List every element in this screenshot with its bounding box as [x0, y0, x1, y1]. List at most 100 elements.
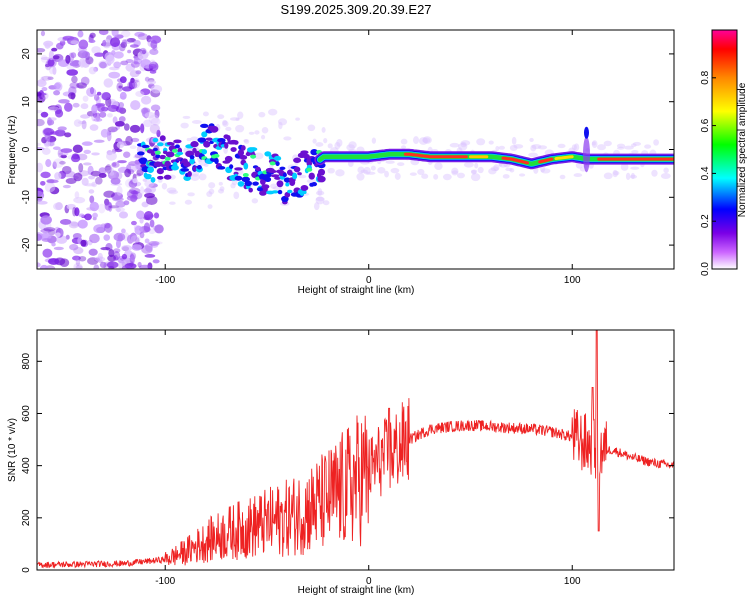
noise-blob: [47, 117, 52, 126]
y-tick-label: 10: [21, 96, 32, 108]
noise-blob: [298, 174, 307, 179]
noise-blob: [113, 61, 122, 69]
noise-blob: [613, 170, 620, 176]
ridge-warm-segment: [554, 155, 574, 161]
noise-blob: [80, 239, 87, 247]
noise-blob: [126, 234, 134, 244]
ridge-blob: [189, 155, 195, 160]
noise-blob: [136, 169, 144, 176]
noise-blob: [540, 165, 546, 173]
noise-blob: [66, 69, 78, 76]
noise-blob: [64, 102, 73, 112]
noise-blob: [258, 111, 266, 118]
noise-blob: [73, 262, 83, 269]
ridge-blob: [264, 176, 272, 182]
noise-blob: [260, 134, 266, 140]
ridge-blob: [284, 191, 291, 198]
figure-title: S199.2025.309.20.39.E27: [280, 2, 431, 17]
noise-blob: [104, 201, 112, 211]
noise-blob: [166, 187, 177, 194]
noise-blob: [64, 132, 72, 138]
noise-blob: [71, 75, 78, 83]
noise-blob: [73, 172, 83, 182]
noise-blob: [312, 138, 317, 144]
noise-blob: [149, 123, 160, 134]
noise-blob: [37, 118, 45, 127]
noise-blob: [261, 127, 269, 134]
noise-blob: [100, 246, 111, 251]
noise-blob: [46, 57, 57, 68]
noise-blob: [198, 173, 207, 181]
noise-blob: [82, 95, 89, 102]
noise-blob: [334, 141, 341, 150]
noise-blob: [144, 238, 150, 244]
ridge-blob: [241, 145, 246, 151]
noise-blob: [597, 144, 607, 151]
noise-blob: [498, 145, 505, 150]
noise-blob: [54, 172, 62, 180]
noise-blob: [571, 144, 577, 151]
noise-blob: [219, 186, 225, 192]
colorbar-tick-label: 0.6: [700, 118, 711, 132]
ridge-blob: [252, 181, 259, 186]
noise-blob: [41, 147, 51, 155]
noise-blob: [315, 142, 324, 147]
noise-blob: [60, 154, 67, 159]
noise-blob: [129, 44, 139, 48]
noise-blob: [78, 39, 89, 50]
noise-blob: [37, 146, 45, 151]
noise-blob: [150, 104, 161, 112]
noise-blob: [80, 103, 89, 110]
noise-blob: [384, 170, 389, 178]
ridge-blob: [275, 161, 280, 167]
noise-blob: [125, 63, 136, 72]
ridge-blob: [292, 172, 298, 180]
noise-blob: [70, 52, 77, 59]
ridge-blob: [243, 162, 249, 170]
noise-blob: [85, 56, 94, 65]
noise-blob: [52, 146, 61, 151]
noise-blob: [40, 171, 51, 179]
x-tick-label: 100: [564, 576, 581, 587]
noise-blob: [113, 51, 124, 59]
noise-blob: [63, 170, 76, 178]
noise-blob: [72, 144, 83, 154]
noise-blob: [356, 172, 365, 181]
colorbar-gradient: [711, 29, 738, 270]
noise-blob: [58, 99, 70, 104]
noise-blob: [218, 181, 223, 186]
ridge-blob: [248, 187, 253, 193]
snr-panel: -100 0 100 0 200 400 600 800 Height of straigh…: [7, 329, 675, 596]
snr-x-ticks: -100 0 100: [155, 330, 581, 587]
ridge-blob: [276, 180, 284, 188]
ridge-blob: [176, 151, 184, 156]
noise-blob: [37, 47, 46, 53]
noise-blob: [88, 248, 98, 256]
noise-blob: [123, 200, 130, 206]
ridge-blob: [190, 141, 199, 148]
noise-blob: [94, 52, 105, 57]
noise-blob: [55, 232, 61, 238]
noise-blob: [93, 139, 105, 143]
noise-blob: [136, 210, 145, 220]
noise-blob: [138, 264, 151, 269]
noise-blob: [631, 143, 637, 148]
noise-blob: [77, 120, 87, 125]
noise-blob: [111, 30, 119, 37]
noise-blob: [88, 175, 95, 180]
noise-blob: [124, 38, 132, 44]
noise-blob: [52, 55, 60, 60]
ridge-hot-spot: [154, 150, 161, 155]
spectrogram-x-axis-label: Height of straight line (km): [298, 285, 415, 296]
noise-blob: [528, 152, 538, 158]
noise-blob: [144, 111, 156, 119]
noise-blob: [118, 116, 126, 123]
ridge-blob: [164, 160, 171, 168]
noise-blob: [56, 42, 64, 50]
noise-blob: [651, 169, 658, 177]
noise-blob: [97, 252, 103, 261]
ridge-blob: [233, 140, 239, 145]
noise-blob: [233, 191, 240, 200]
colorbar-tick-label: 0.4: [700, 166, 711, 180]
noise-blob: [90, 170, 101, 177]
